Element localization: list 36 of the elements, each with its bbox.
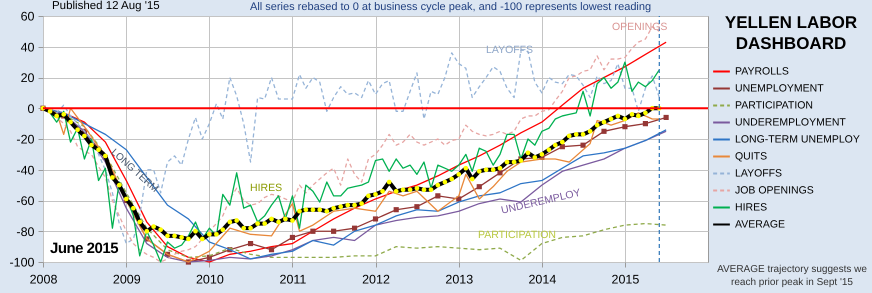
x-tick-label: 2012: [362, 272, 390, 286]
annotation: June 2015: [50, 240, 118, 257]
y-tick-label: -100: [9, 256, 35, 270]
text: YELLEN LABOR DASHBOARD: [724, 12, 858, 54]
legend-label: UNEMPLOYMENT: [735, 82, 824, 94]
annotation: HIRES: [250, 182, 282, 194]
legend-label: JOB OPENINGS: [735, 184, 814, 196]
chart-subtitle: All series rebased to 0 at business cycle peak, and -100 represents lowest reading: [250, 1, 652, 13]
y-tick-label: 60: [20, 10, 35, 24]
x-tick-label: 2010: [196, 272, 224, 286]
x-tick-label: 2015: [612, 272, 640, 286]
x-tick-label: 2014: [528, 272, 556, 286]
legend-label: QUITS: [735, 150, 768, 162]
text: AVERAGE trajectory suggests we reach prior peak in Sept '15: [716, 263, 868, 289]
legend-label: LAYOFFS: [735, 168, 782, 180]
legend-label: PARTICIPATION: [735, 100, 813, 112]
x-tick-label: 2008: [30, 272, 58, 286]
annotation: PARTICIPATION: [478, 229, 556, 241]
y-tick-label: 40: [20, 40, 35, 54]
text: Published 12 Aug '15: [52, 0, 160, 12]
legend-label: PAYROLLS: [735, 66, 789, 78]
legend-label: HIRES: [735, 202, 768, 214]
x-tick-label: 2009: [112, 272, 141, 286]
annotation: OPENINGS: [612, 21, 668, 33]
x-tick-label: 2011: [279, 272, 306, 286]
legend-label: LONG-TERM UNEMPLOY: [735, 134, 860, 146]
y-tick-label: -80: [16, 224, 35, 239]
y-tick-label: 20: [20, 71, 35, 85]
x-tick-label: 2013: [445, 272, 474, 286]
legend-label: UNDEREMPLOYMENT: [735, 116, 846, 128]
y-tick-label: -20: [16, 132, 35, 146]
y-tick-label: -60: [16, 194, 35, 208]
annotation: LAYOFFS: [486, 44, 534, 56]
y-tick-label: -40: [16, 163, 35, 178]
legend-label: AVERAGE: [735, 218, 785, 230]
y-tick-label: 0: [28, 102, 35, 116]
